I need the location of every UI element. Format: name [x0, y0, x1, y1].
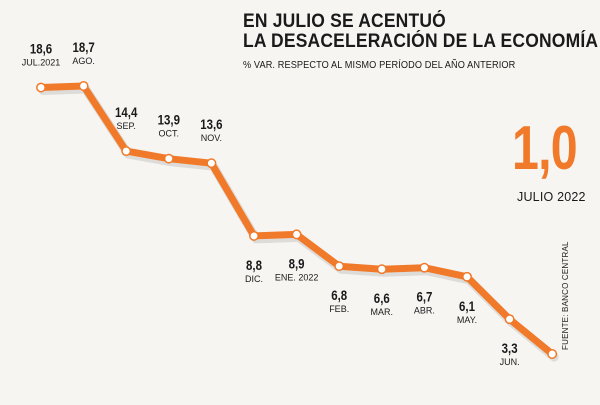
data-label: 3,3	[502, 340, 518, 356]
chart-title-line-2: LA DESACELERACIÓN DE LA ECONOMÍA	[243, 31, 599, 52]
category-label: MAR.	[371, 307, 394, 317]
category-label: ENE. 2022	[275, 272, 319, 282]
data-point	[206, 158, 217, 169]
data-label: 6,1	[459, 298, 475, 314]
data-point	[78, 81, 89, 91]
category-label: MAY.	[457, 315, 477, 325]
category-label: JUN.	[500, 357, 520, 367]
category-label: SEP.	[117, 121, 136, 131]
data-point	[163, 153, 174, 164]
data-point	[121, 146, 132, 157]
category-label: FEB.	[329, 304, 349, 314]
data-label: 6,8	[331, 287, 347, 303]
data-point	[547, 349, 558, 359]
data-label: 6,6	[374, 290, 390, 306]
data-label: 8,9	[289, 255, 305, 271]
data-label: 8,8	[246, 257, 262, 273]
data-label: 13,6	[200, 116, 222, 132]
data-point	[376, 264, 387, 275]
category-label: DIC.	[245, 274, 263, 284]
category-label: AGO.	[72, 56, 95, 66]
category-label: ABR.	[414, 306, 435, 316]
data-point	[334, 261, 345, 272]
data-label: 14,4	[115, 104, 138, 120]
data-label: 6,7	[416, 289, 432, 305]
highlight-label: JULIO 2022	[517, 190, 586, 204]
data-point	[36, 82, 46, 93]
data-label: 18,6	[30, 40, 52, 56]
highlight-value: 1,0	[512, 114, 578, 183]
title-block: EN JULIO SE ACENTUÓ LA DESACELERACIÓN DE…	[243, 11, 599, 72]
source-note: FUENTE: BANCO CENTRAL	[561, 241, 570, 350]
data-point	[419, 262, 430, 273]
data-point	[504, 314, 515, 325]
category-label: NOV.	[201, 133, 222, 143]
category-label: JUL.2021	[22, 58, 61, 68]
chart-subtitle: % VAR. RESPECTO AL MISMO PERÍODO DEL AÑO…	[243, 60, 516, 71]
data-point	[249, 230, 259, 241]
category-label: OCT.	[159, 129, 180, 139]
data-point	[462, 271, 472, 282]
data-point	[291, 229, 302, 240]
chart-title-line-1: EN JULIO SE ACENTUÓ	[243, 11, 446, 32]
data-label: 13,9	[158, 112, 180, 128]
data-label: 18,7	[72, 39, 94, 55]
